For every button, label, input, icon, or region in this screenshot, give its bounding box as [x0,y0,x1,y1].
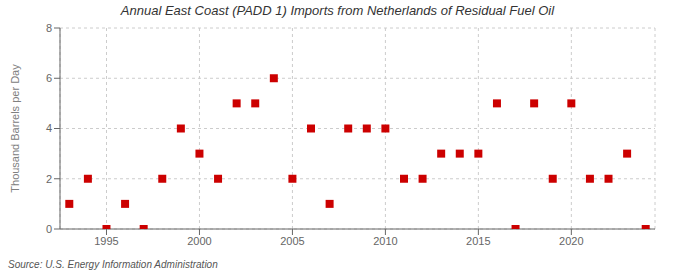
svg-text:2010: 2010 [373,235,397,247]
svg-text:2015: 2015 [466,235,490,247]
svg-text:1995: 1995 [94,235,118,247]
svg-text:2000: 2000 [187,235,211,247]
svg-text:2020: 2020 [559,235,583,247]
svg-text:6: 6 [46,72,52,84]
svg-text:2005: 2005 [280,235,304,247]
html-text:Annual East Coast (PADD 1) Imp: Annual East Coast (PADD 1) Imports from … [120,3,555,18]
svg-text:Thousand Barrels per Day: Thousand Barrels per Day [9,64,21,193]
svg-text:8: 8 [46,22,52,34]
svg-text:4: 4 [46,122,52,134]
html-text:Source: U.S. Energy Informatio: Source: U.S. Energy Information Administ… [8,259,218,270]
svg-text:0: 0 [46,223,52,235]
svg-text:2: 2 [46,173,52,185]
